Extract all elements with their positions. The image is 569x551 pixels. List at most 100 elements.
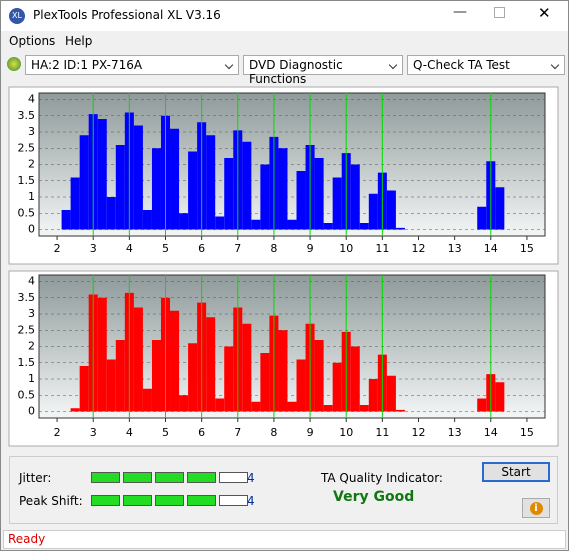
info-button[interactable]: i (522, 498, 550, 518)
bar (296, 359, 306, 412)
status-bar: Ready (3, 530, 566, 549)
bar (368, 379, 378, 412)
drive-select[interactable]: HA:2 ID:1 PX-716A (25, 55, 239, 75)
y-tick-label: 1 (28, 190, 35, 203)
x-tick-label: 10 (339, 426, 353, 439)
x-tick-label: 7 (234, 242, 241, 255)
title-bar: XL PlexTools Professional XL V3.16 — ✕ (1, 1, 568, 31)
ta-label: TA Quality Indicator: (321, 471, 443, 485)
x-tick-label: 12 (412, 242, 426, 255)
y-tick-label: 2 (28, 158, 35, 171)
y-tick-label: 0 (28, 223, 35, 236)
maximize[interactable] (494, 7, 505, 18)
bar (350, 346, 360, 412)
test-select[interactable]: Q-Check TA Test (407, 55, 565, 75)
bar (242, 323, 252, 412)
bar (215, 216, 225, 230)
bar (97, 297, 107, 412)
bar (170, 310, 180, 412)
status-text: Ready (8, 532, 46, 546)
bar (151, 148, 161, 230)
x-tick-label: 9 (307, 242, 314, 255)
bar (260, 164, 270, 230)
y-tick-label: 0.5 (18, 206, 36, 219)
bar (386, 375, 396, 412)
bar (188, 343, 198, 412)
y-tick-label: 2.5 (18, 323, 36, 336)
bar (495, 187, 505, 230)
bar (368, 193, 378, 230)
bar (133, 307, 143, 412)
close[interactable]: ✕ (538, 4, 551, 22)
bar (251, 219, 261, 230)
bar (359, 405, 369, 412)
x-tick-label: 11 (375, 426, 389, 439)
bar (359, 223, 369, 230)
jitter-meter (91, 472, 248, 483)
x-tick-label: 2 (54, 426, 61, 439)
bar (242, 141, 252, 230)
y-tick-label: 4 (28, 275, 35, 288)
y-tick-label: 3 (28, 307, 35, 320)
bar (323, 223, 333, 230)
bar (179, 213, 189, 230)
x-tick-label: 6 (198, 242, 205, 255)
x-tick-label: 13 (448, 426, 462, 439)
function-select[interactable]: DVD Diagnostic Functions (243, 55, 403, 86)
x-tick-label: 15 (520, 426, 534, 439)
bar (79, 366, 89, 412)
bar (287, 219, 297, 230)
x-tick-label: 11 (375, 242, 389, 255)
charts: 00.511.522.533.542 3 4 5 6 7 8 9 10 11 12 13 14 1500.… (8, 86, 559, 447)
bar (314, 158, 324, 230)
bar (106, 197, 116, 230)
bar (206, 135, 216, 230)
bar (395, 227, 405, 230)
bar (323, 405, 333, 412)
x-tick-label: 8 (270, 242, 277, 255)
y-tick-label: 4 (28, 93, 35, 106)
bar (151, 340, 161, 412)
y-tick-label: 2 (28, 340, 35, 353)
bar (386, 190, 396, 230)
y-tick-label: 1 (28, 372, 35, 385)
x-tick-label: 4 (126, 426, 133, 439)
x-tick-label: 15 (520, 242, 534, 255)
bar (170, 128, 180, 230)
bar (142, 388, 152, 412)
bar (224, 158, 234, 230)
bar (495, 382, 505, 412)
y-tick-label: 1.5 (18, 174, 36, 187)
x-tick-label: 9 (307, 426, 314, 439)
bar (206, 317, 216, 412)
y-tick-label: 3 (28, 125, 35, 138)
start-button[interactable]: Start (482, 462, 550, 482)
menu-help[interactable]: Help (65, 34, 93, 48)
bar (260, 353, 270, 412)
x-tick-label: 2 (54, 242, 61, 255)
y-tick-label: 3.5 (18, 109, 36, 122)
bar (106, 359, 116, 412)
bar (251, 401, 261, 412)
bar (133, 125, 143, 230)
x-tick-label: 12 (412, 426, 426, 439)
bar (296, 171, 306, 230)
peak-shift-value: 4 (247, 494, 255, 508)
bar (278, 148, 288, 230)
peak-shift-label: Peak Shift: (19, 494, 83, 508)
app-icon: XL (9, 8, 25, 24)
x-tick-label: 14 (484, 426, 498, 439)
bar (224, 346, 234, 412)
bar (314, 340, 324, 412)
minimize[interactable]: — (453, 4, 467, 20)
y-tick-label: 0 (28, 405, 35, 418)
x-tick-label: 5 (162, 426, 169, 439)
x-tick-label: 3 (90, 426, 97, 439)
bar (70, 177, 80, 230)
bar (61, 210, 71, 230)
menu-options[interactable]: Options (9, 34, 56, 48)
bar (142, 210, 152, 230)
x-tick-label: 10 (339, 242, 353, 255)
bar (278, 330, 288, 412)
